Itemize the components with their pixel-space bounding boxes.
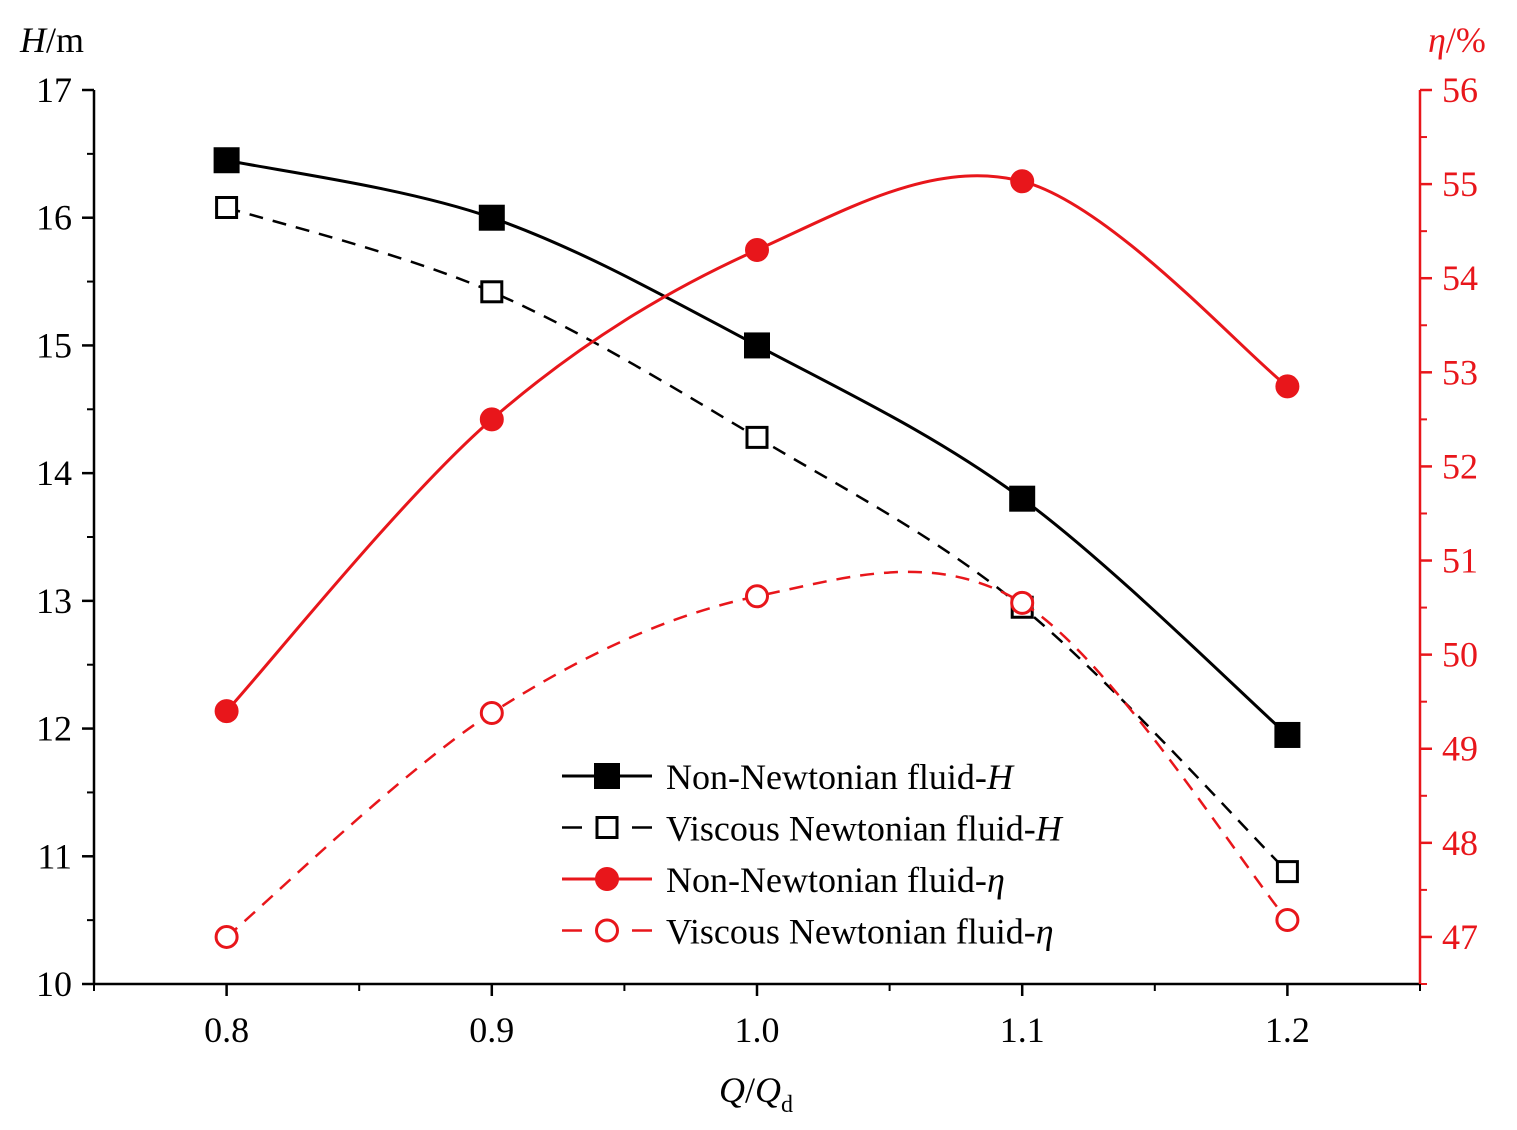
left-axis-title: H/m — [19, 20, 84, 60]
right-axis-title: η/% — [1428, 20, 1486, 60]
left-tick-label: 12 — [36, 709, 72, 749]
data-point — [214, 924, 239, 949]
axes — [82, 88, 1432, 996]
right-tick-label: 53 — [1442, 352, 1478, 392]
left-tick-label: 10 — [36, 964, 72, 1004]
right-tick-label: 49 — [1442, 729, 1478, 769]
right-tick-label: 51 — [1442, 541, 1478, 581]
right-axis-unit: /% — [1446, 20, 1486, 60]
series-1 — [213, 147, 1301, 748]
x-axis-title: Q/Qd — [719, 1070, 793, 1118]
x-tick-label: 1.1 — [1000, 1010, 1045, 1050]
x-tick-label: 1.0 — [735, 1010, 780, 1050]
series-3 — [214, 169, 1300, 724]
left-axis-unit: /m — [46, 20, 84, 60]
series-4 — [214, 570, 1300, 949]
data-point — [1275, 374, 1300, 399]
right-tick-label: 54 — [1442, 258, 1478, 298]
data-point — [213, 147, 240, 174]
legend-label-name: Non-Newtonian fluid- — [666, 860, 987, 900]
left-tick-label: 11 — [37, 836, 72, 876]
legend-marker — [595, 816, 619, 839]
right-axis-var: η — [1428, 20, 1446, 60]
x-tick-label: 0.9 — [469, 1010, 514, 1050]
data-point — [480, 280, 504, 304]
tick-labels: 10 11 12 13 14 15 16 17 47 48 49 50 51 52 53 54 55 56 0.8 0… — [36, 70, 1478, 1050]
data-point — [1010, 590, 1035, 615]
legend-marker — [595, 867, 619, 891]
legend-label: Viscous Newtonian fluid-H — [666, 809, 1064, 849]
data-point — [479, 407, 504, 432]
series-layer — [213, 147, 1301, 949]
right-tick-label: 47 — [1442, 917, 1478, 957]
right-tick-label: 50 — [1442, 635, 1478, 675]
x-tick-label: 0.8 — [204, 1010, 249, 1050]
right-tick-label: 48 — [1442, 823, 1478, 863]
data-point — [1275, 860, 1299, 884]
data-point — [214, 699, 239, 724]
data-point — [215, 195, 239, 219]
legend-label-suffix: η — [987, 860, 1005, 900]
left-tick-label: 15 — [36, 325, 72, 365]
data-point — [1275, 908, 1300, 933]
legend-item: Viscous Newtonian fluid-H — [562, 809, 1064, 849]
x-axis-q2: Q — [755, 1070, 781, 1110]
legend-marker — [595, 918, 619, 943]
x-tick-label: 1.2 — [1265, 1010, 1310, 1050]
data-point — [1274, 721, 1301, 748]
legend-label: Non-Newtonian fluid-H — [666, 757, 1015, 797]
data-point — [478, 204, 505, 231]
legend-label: Viscous Newtonian fluid-η — [666, 912, 1054, 952]
legend-label-suffix: η — [1036, 912, 1054, 952]
legend-label-name: Non-Newtonian fluid- — [666, 757, 987, 797]
legend-item: Viscous Newtonian fluid-η — [562, 912, 1054, 952]
legend-item: Non-Newtonian fluid-η — [562, 860, 1005, 900]
legend-marker — [594, 763, 620, 789]
left-tick-label: 17 — [36, 70, 72, 110]
legend-label-name: Viscous Newtonian fluid- — [666, 809, 1036, 849]
left-tick-label: 13 — [36, 581, 72, 621]
right-tick-label: 55 — [1442, 164, 1478, 204]
right-tick-label: 56 — [1442, 70, 1478, 110]
left-tick-label: 14 — [36, 453, 72, 493]
left-axis-var: H — [19, 20, 48, 60]
legend-label-name: Viscous Newtonian fluid- — [666, 912, 1036, 952]
series-line — [225, 570, 1289, 938]
data-point — [1009, 485, 1036, 512]
x-axis-slash: / — [745, 1070, 755, 1110]
left-tick-label: 16 — [36, 198, 72, 238]
legend-label-suffix: H — [986, 757, 1015, 797]
legend-label-suffix: H — [1035, 809, 1064, 849]
x-axis-sub: d — [781, 1092, 793, 1118]
right-tick-label: 52 — [1442, 446, 1478, 486]
data-point — [744, 332, 770, 359]
data-point — [745, 237, 769, 262]
data-point — [745, 584, 769, 609]
data-point — [479, 700, 504, 725]
data-point — [745, 425, 769, 449]
x-axis-q: Q — [719, 1070, 745, 1110]
legend-label: Non-Newtonian fluid-η — [666, 860, 1005, 900]
data-point — [1010, 169, 1035, 194]
legend-item: Non-Newtonian fluid-H — [562, 757, 1015, 797]
